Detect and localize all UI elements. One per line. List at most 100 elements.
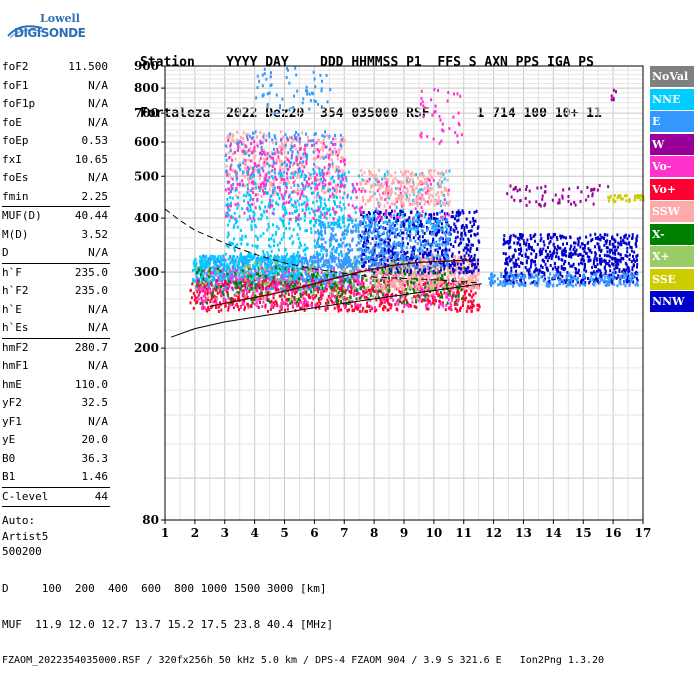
- echo-point: [460, 306, 462, 309]
- echo-point: [268, 226, 270, 229]
- echo-point: [410, 281, 412, 284]
- echo-point: [216, 262, 218, 265]
- echo-point: [232, 270, 234, 273]
- echo-point: [376, 295, 378, 298]
- echo-point: [225, 253, 227, 256]
- echo-point: [398, 252, 400, 255]
- echo-point: [292, 304, 294, 307]
- echo-point: [360, 239, 362, 242]
- echo-point: [269, 188, 271, 191]
- echo-point: [260, 297, 262, 300]
- echo-point: [232, 197, 234, 200]
- echo-point: [430, 269, 432, 272]
- echo-point: [351, 287, 353, 290]
- echo-point: [459, 279, 461, 282]
- echo-point: [439, 247, 441, 250]
- echo-point: [381, 249, 383, 252]
- echo-point: [413, 295, 415, 298]
- echo-point: [304, 244, 306, 247]
- echo-point: [398, 232, 400, 235]
- echo-point: [234, 212, 236, 215]
- echo-point: [411, 210, 413, 213]
- echo-point: [466, 243, 468, 246]
- echo-point: [428, 252, 430, 255]
- echo-point: [241, 266, 243, 269]
- echo-point: [281, 261, 283, 264]
- echo-point: [314, 256, 316, 259]
- echo-point: [435, 244, 437, 247]
- echo-point: [223, 300, 225, 303]
- echo-point: [477, 259, 479, 262]
- echo-point: [471, 229, 473, 232]
- echo-point: [326, 271, 328, 274]
- echo-point: [466, 226, 468, 229]
- echo-point: [243, 296, 245, 299]
- echo-point: [323, 238, 325, 241]
- echo-point: [374, 235, 376, 238]
- echo-point: [468, 287, 470, 290]
- echo-point: [288, 298, 290, 301]
- echo-point: [337, 301, 339, 304]
- echo-point: [445, 234, 447, 237]
- echo-point: [343, 258, 345, 261]
- echo-point: [287, 283, 289, 286]
- echo-point: [344, 207, 346, 210]
- echo-point: [322, 149, 324, 152]
- echo-point: [198, 280, 200, 283]
- echo-point: [424, 268, 426, 271]
- echo-point: [211, 297, 213, 300]
- echo-point: [202, 288, 204, 291]
- echo-point: [360, 255, 362, 258]
- echo-point: [424, 286, 426, 289]
- echo-point: [401, 240, 403, 243]
- echo-point: [335, 233, 337, 236]
- echo-point: [276, 302, 278, 305]
- echo-point: [363, 241, 365, 244]
- echo-point: [357, 255, 359, 258]
- echo-point: [407, 282, 409, 285]
- echo-point: [335, 137, 337, 140]
- echo-point: [458, 275, 460, 278]
- echo-point: [315, 221, 317, 224]
- echo-point: [276, 269, 278, 272]
- echo-point: [261, 267, 263, 270]
- echo-point: [298, 256, 300, 259]
- echo-point: [439, 296, 441, 299]
- echo-point: [298, 260, 300, 263]
- echo-point: [406, 232, 408, 235]
- echo-point: [376, 279, 378, 282]
- echo-point: [306, 229, 308, 232]
- echo-point: [388, 290, 390, 293]
- echo-point: [217, 292, 219, 295]
- echo-point: [469, 294, 471, 297]
- echo-point: [266, 283, 268, 286]
- echo-point: [390, 267, 392, 270]
- echo-point: [236, 282, 238, 285]
- echo-point: [478, 308, 480, 311]
- echo-point: [419, 264, 421, 267]
- echo-point: [407, 242, 409, 245]
- echo-point: [269, 268, 271, 271]
- echo-point: [264, 267, 266, 270]
- echo-point: [395, 271, 397, 274]
- echo-point: [360, 221, 362, 224]
- echo-point: [354, 304, 356, 307]
- echo-point: [416, 283, 418, 286]
- echo-point: [225, 304, 227, 307]
- echo-point: [207, 293, 209, 296]
- echo-point: [454, 230, 456, 233]
- echo-point: [241, 235, 243, 238]
- echo-point: [318, 263, 320, 266]
- echo-point: [320, 202, 322, 205]
- echo-point: [406, 301, 408, 304]
- echo-point: [446, 284, 448, 287]
- echo-point: [331, 286, 333, 289]
- echo-point: [389, 303, 391, 306]
- echo-point: [372, 295, 374, 298]
- echo-point: [275, 273, 277, 276]
- echo-point: [312, 265, 314, 268]
- echo-point: [456, 211, 458, 214]
- echo-point: [440, 291, 442, 294]
- echo-point: [340, 226, 342, 229]
- echo-point: [389, 239, 391, 242]
